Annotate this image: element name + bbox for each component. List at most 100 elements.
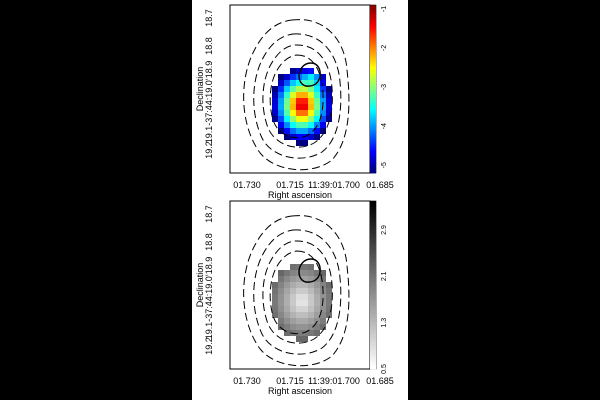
map-pixel (314, 86, 320, 92)
map-pixel (302, 294, 308, 300)
map-pixel (272, 104, 278, 110)
colorbar-segment (370, 45, 376, 48)
colorbar-segment (370, 139, 376, 142)
map-pixel (308, 276, 314, 282)
map-pixel (296, 134, 302, 140)
colorbar-segment (370, 311, 376, 314)
top-y-axis-label: Declination (195, 67, 205, 112)
map-pixel (302, 330, 308, 336)
map-pixel (290, 288, 296, 294)
map-pixel (320, 312, 326, 318)
map-pixel (302, 134, 308, 140)
bottom-y-tick-label: 19.1-37:44:19.0‘18.9 (204, 257, 214, 340)
bottom-y-tick-label: 18.7 (204, 205, 214, 223)
colorbar-segment (370, 291, 376, 294)
top-colorbar-ticks: -1 -2 -3 -4 -5 (381, 6, 388, 169)
map-pixel (302, 324, 308, 330)
colorbar-segment (370, 361, 376, 364)
map-pixel (284, 324, 290, 330)
colorbar-segment (370, 133, 376, 136)
top-x-tick-label: 01.685 (366, 180, 394, 190)
colorbar-segment (370, 367, 376, 370)
colorbar-tick-label: -1 (381, 6, 388, 12)
colorbar-segment (370, 147, 376, 150)
colorbar-segment (370, 265, 376, 268)
colorbar-segment (370, 205, 376, 208)
map-pixel (290, 92, 296, 98)
colorbar-segment (370, 351, 376, 354)
map-pixel (302, 282, 308, 288)
map-pixel (314, 134, 320, 140)
colorbar-segment (370, 29, 376, 32)
colorbar-segment (370, 341, 376, 344)
map-pixel (284, 312, 290, 318)
colorbar-segment (370, 301, 376, 304)
top-x-axis: 01.730 01.715 11:39:01.700 01.685 Right … (233, 180, 394, 200)
map-pixel (290, 122, 296, 128)
colorbar-segment (370, 55, 376, 58)
colorbar-segment (370, 65, 376, 68)
colorbar-segment (370, 233, 376, 236)
bottom-x-tick-label: 01.685 (366, 376, 394, 386)
colorbar-segment (370, 217, 376, 220)
colorbar-segment (370, 343, 376, 346)
colorbar-segment (370, 73, 376, 76)
colorbar-segment (370, 339, 376, 342)
colorbar-segment (370, 105, 376, 108)
map-pixel (278, 92, 284, 98)
colorbar-segment (370, 355, 376, 358)
colorbar-segment (370, 31, 376, 34)
colorbar-segment (370, 221, 376, 224)
map-pixel (284, 276, 290, 282)
map-pixel (326, 86, 332, 92)
map-pixel (284, 318, 290, 324)
colorbar-segment (370, 201, 376, 204)
map-pixel (314, 98, 320, 104)
map-pixel (308, 128, 314, 134)
colorbar-segment (370, 271, 376, 274)
colorbar-segment (370, 21, 376, 24)
map-pixel (314, 300, 320, 306)
colorbar-segment (370, 71, 376, 74)
map-pixel (308, 270, 314, 276)
colorbar-segment (370, 165, 376, 168)
colorbar-segment (370, 313, 376, 316)
colorbar-segment (370, 67, 376, 70)
map-pixel (296, 80, 302, 86)
colorbar-segment (370, 137, 376, 140)
colorbar-segment (370, 293, 376, 296)
map-pixel (314, 74, 320, 80)
colorbar-segment (370, 247, 376, 250)
colorbar-segment (370, 51, 376, 54)
map-pixel (296, 140, 302, 146)
colorbar-segment (370, 285, 376, 288)
colorbar-segment (370, 155, 376, 158)
colorbar-segment (370, 211, 376, 214)
top-contour-solid (298, 62, 321, 87)
colorbar-segment (370, 219, 376, 222)
colorbar-segment (370, 315, 376, 318)
colorbar-segment (370, 203, 376, 206)
colorbar-segment (370, 75, 376, 78)
colorbar-segment (370, 257, 376, 260)
map-pixel (296, 324, 302, 330)
colorbar-segment (370, 345, 376, 348)
colorbar-segment (370, 215, 376, 218)
map-pixel (308, 68, 314, 74)
map-pixel (278, 110, 284, 116)
map-pixel (320, 318, 326, 324)
top-y-tick-label: 19.2 (204, 141, 214, 159)
colorbar-segment (370, 225, 376, 228)
colorbar-segment (370, 231, 376, 234)
colorbar-segment (370, 157, 376, 160)
colorbar-segment (370, 83, 376, 86)
colorbar-segment (370, 7, 376, 10)
bottom-x-tick-label: 01.730 (233, 376, 261, 386)
bottom-x-axis-label: Right ascension (268, 386, 332, 396)
colorbar-segment (370, 307, 376, 310)
map-pixel (278, 282, 284, 288)
map-pixel (302, 68, 308, 74)
map-pixel (302, 86, 308, 92)
bottom-x-axis: 01.730 01.715 11:39:01.700 01.685 Right … (233, 376, 394, 396)
map-pixel (320, 294, 326, 300)
